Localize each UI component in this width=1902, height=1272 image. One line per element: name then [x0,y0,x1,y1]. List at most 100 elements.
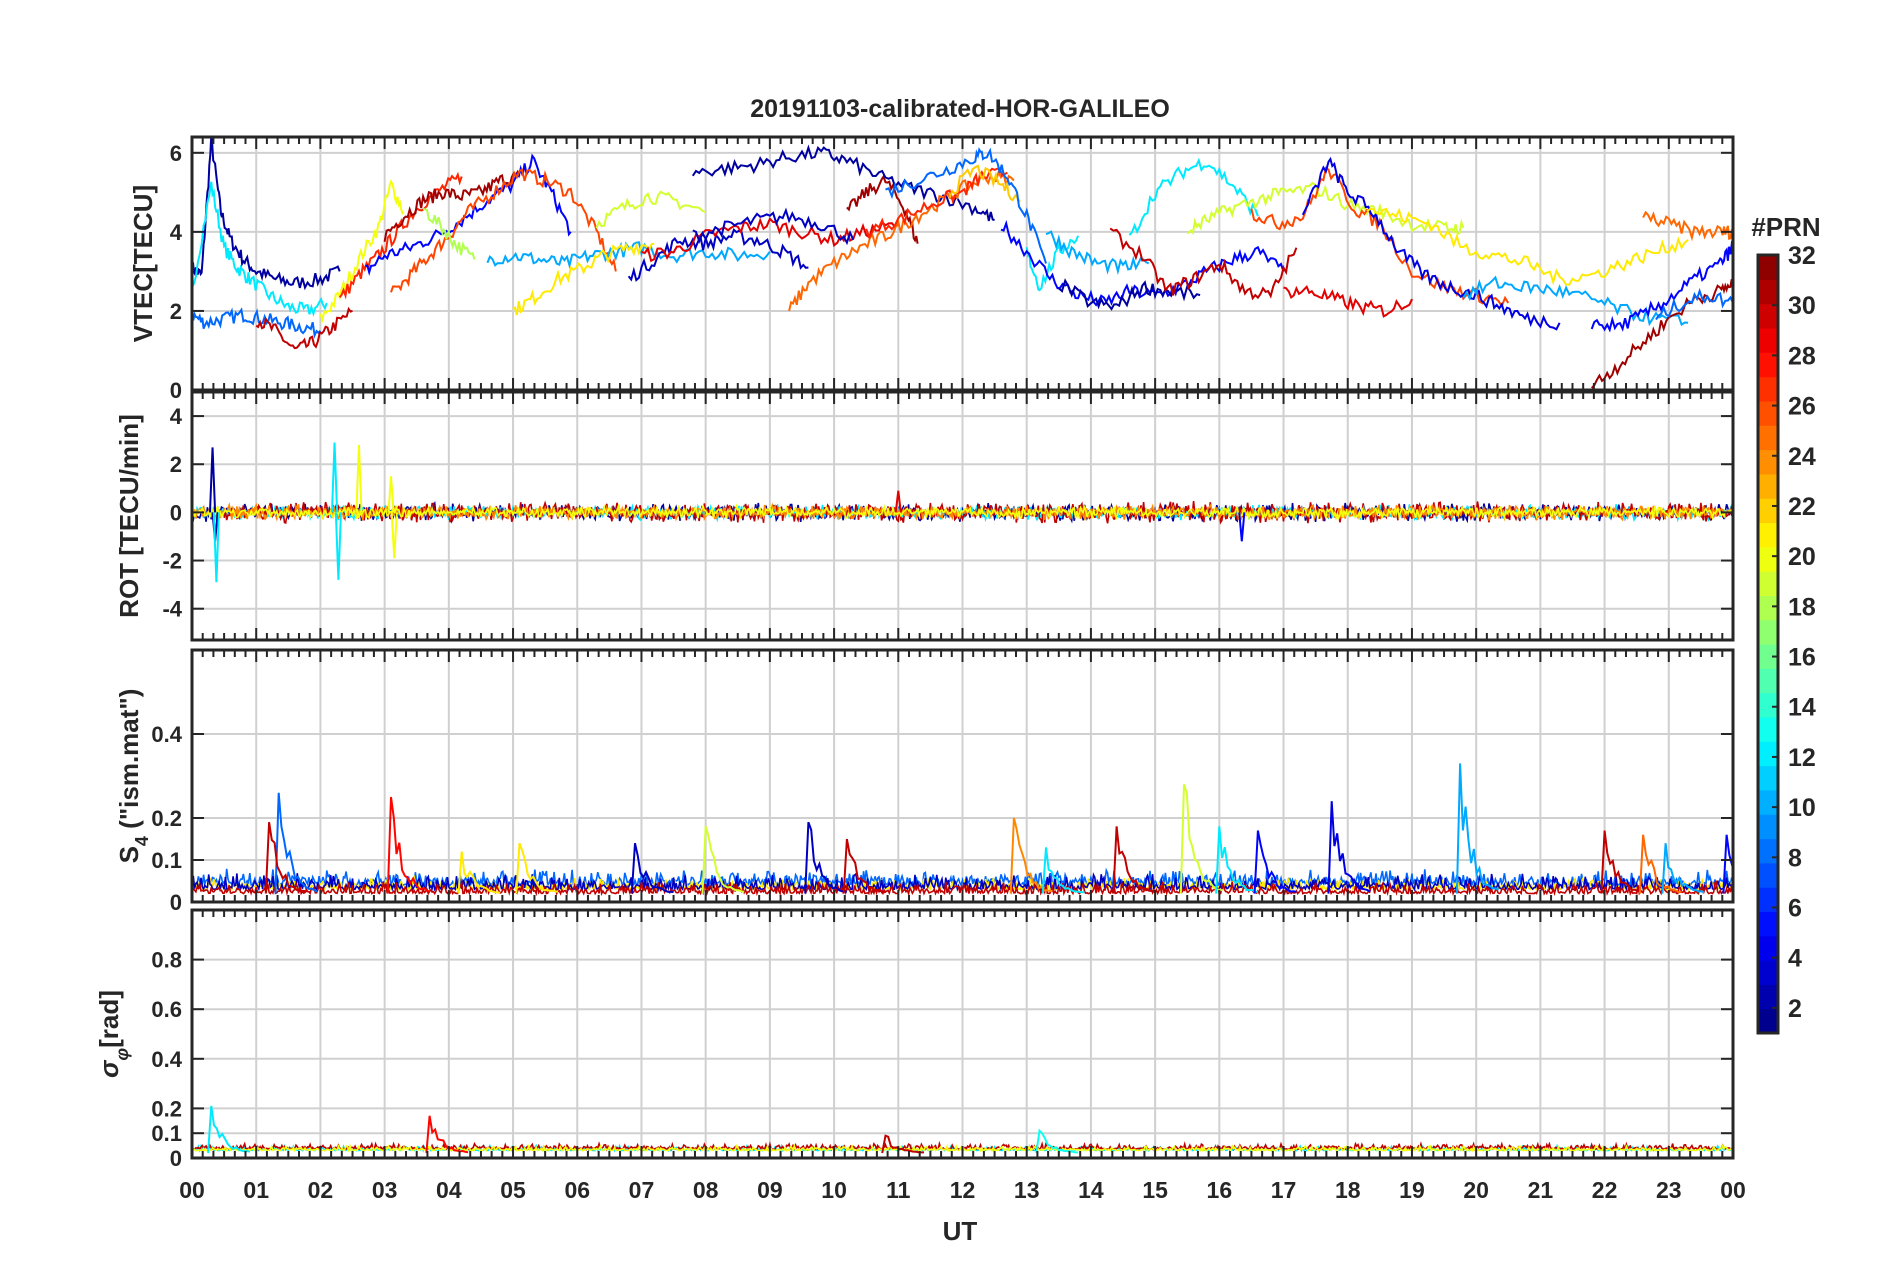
y-axis-label: ROT [TECU/min] [114,414,144,618]
panel-vtec: 0 2 4 6 VTEC[TECU] [128,135,1735,403]
colorbar-segment [1758,887,1778,913]
series-line-prn-10 [1462,275,1689,327]
colorbar-tick-label: 18 [1788,593,1816,621]
rot-spike [212,512,220,583]
colorbar-segment [1758,984,1778,1010]
colorbar-tick-label: 26 [1788,393,1816,421]
colorbar-segment [1758,911,1778,937]
y-tick-label: 6 [170,141,182,166]
peak-trace [1112,826,1156,894]
y-tick-label: 2 [170,452,182,477]
x-tick-label: 20 [1463,1177,1489,1203]
colorbar-segment [1758,692,1778,718]
series-line-prn-26 [390,168,617,293]
series-line-prn-31 [1590,278,1733,389]
peak-trace [457,851,501,894]
x-tick-label: 11 [886,1177,911,1203]
x-tick-label: 04 [436,1177,462,1203]
peak-trace [274,792,318,894]
y-tick-label: 0 [170,500,182,525]
colorbar-tick-label: 28 [1788,342,1816,370]
y-ticks: 0 0.1 0.2 0.4 [151,722,1733,915]
y-tick-label: 0.6 [151,997,182,1022]
series-line-prn-4 [1301,156,1561,331]
peak-trace [1215,826,1259,894]
series-line-prn-12 [192,181,328,317]
series-line-prn-19 [595,190,707,229]
peak-trace [1661,843,1705,894]
y-tick-label: 0 [170,1146,182,1171]
grid [191,910,1734,1159]
colorbar-segment [1758,838,1778,864]
y-tick-label: 2 [170,299,182,324]
colorbar-segment [1758,960,1778,985]
colorbar-segment [1758,279,1778,305]
colorbar-label: #PRN [1751,212,1820,242]
series-line-prn-8 [1655,287,1733,321]
peak-trace [386,796,430,894]
colorbar-segment [1758,327,1778,353]
series-line-prn-5 [1000,219,1285,307]
colorbar-segment [1758,498,1778,524]
colorbar-segment [1758,571,1778,596]
x-tick-labels: 00 01 02 03 04 05 06 07 08 09 10 11 12 13 14 15 16 17 18 19… [179,1177,1746,1203]
colorbar-tick-label: 30 [1788,292,1816,320]
y-tick-label: 4 [170,404,183,429]
peak-trace [264,822,308,894]
colorbar-segment [1758,716,1778,742]
colorbar-segment [1758,595,1778,621]
noise-trace-prn-20 [192,503,1733,521]
series-line-prn-29 [641,217,899,263]
peak-trace [842,838,886,894]
colorbar-segment [1758,765,1778,791]
peak-trace [1638,834,1682,894]
colorbar-segment [1758,352,1778,378]
peak-trace [425,1115,469,1154]
series-line-prn-18 [422,207,476,260]
y-axis-label-main: S [114,846,144,863]
rot-spike [387,476,395,513]
colorbar-segment [1758,814,1778,840]
peak-trace [1041,847,1085,894]
y-tick-label: 0.4 [151,722,182,747]
y-ticks: 00.10.2 0.4 0.6 0.8 [151,948,1733,1171]
peak-trace [207,1105,251,1154]
y-tick-label: 0.4 [151,1047,182,1072]
y-axis-label: VTEC[TECU] [128,185,158,342]
x-tick-label: 08 [693,1177,719,1203]
y-tick-label: 4 [170,220,183,245]
colorbar-segment [1758,1008,1778,1034]
colorbar-tick-label: 14 [1788,694,1816,722]
colorbar-segment [1758,789,1778,815]
y-axis-label-main: σ [94,1059,124,1078]
x-tick-label: 00 [179,1177,205,1203]
rot-spike [1238,512,1246,542]
rot-spike [894,490,902,513]
colorbar-segment [1758,473,1778,499]
x-tick-label: 15 [1142,1177,1168,1203]
grid [191,650,1734,903]
x-tick-label: 07 [629,1177,655,1203]
y-tick-label: 0.8 [151,948,182,973]
panel-sigma: 00.10.2 0.4 0.6 0.8 σφ[rad] [94,908,1735,1171]
colorbar-segment [1758,668,1778,694]
peak-trace [804,821,848,894]
series-line-prn-2 [691,144,995,222]
colorbar-tick-label: 22 [1788,493,1816,521]
peak-trace [1009,817,1053,894]
colorbar-tick-label: 20 [1788,543,1816,571]
series-line-prn-2 [192,137,341,291]
x-tick-label: 23 [1656,1177,1682,1203]
x-tick-label: 03 [372,1177,398,1203]
y-tick-label: 0.2 [151,806,182,831]
rot-spike [355,444,363,513]
y-axis-label-subscript: φ [112,1048,132,1061]
rot-spike [390,512,398,559]
peak-trace [1035,1128,1079,1154]
colorbar-segment [1758,619,1778,645]
peak-trace [1600,830,1644,894]
x-ticks [191,137,1734,390]
series-line-prn-22 [948,164,1021,203]
colorbar-tick-label: 12 [1788,744,1816,772]
